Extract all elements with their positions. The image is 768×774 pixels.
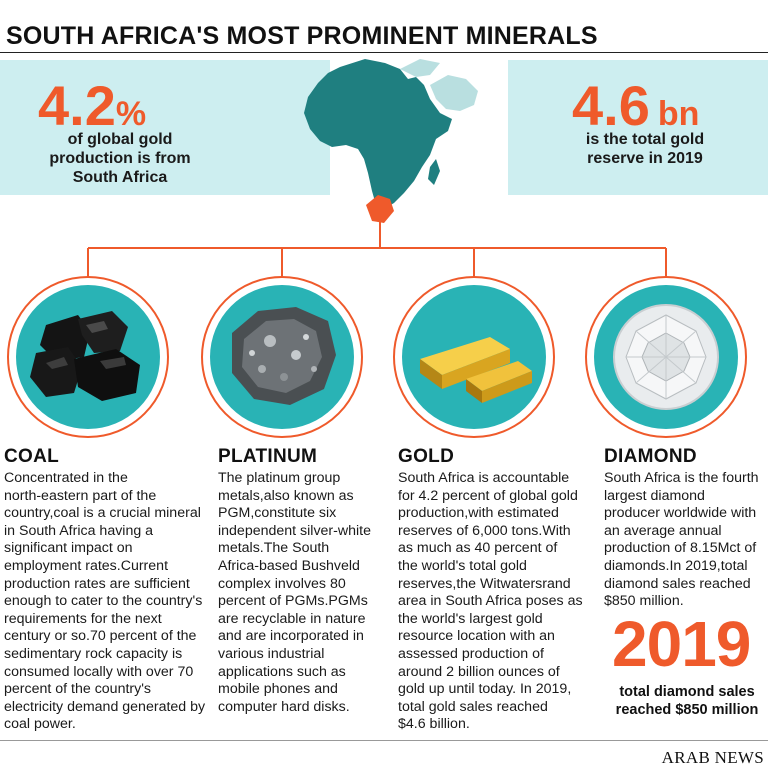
gold-share-number: 4.2	[38, 74, 116, 137]
platinum-icon	[232, 307, 336, 405]
coal-circle	[7, 276, 169, 438]
platinum-section: PLATINUM The platinum group metals,also …	[218, 446, 393, 716]
page-title: SOUTH AFRICA'S MOST PROMINENT MINERALS	[6, 22, 598, 50]
gold-circle	[393, 276, 555, 438]
diamond-icon	[613, 304, 719, 410]
title-divider	[0, 52, 768, 53]
gold-share-unit: %	[115, 95, 147, 133]
diamond-section: DIAMOND South Africa is the fourth large…	[604, 446, 768, 611]
gold-description: South Africa is accountable for 4.2 perc…	[398, 470, 583, 733]
gold-reserve-description: is the total gold reserve in 2019	[560, 130, 730, 168]
gold-share-line-1: of global gold	[67, 131, 173, 148]
stat-band-right	[508, 60, 768, 195]
footer-divider	[0, 740, 768, 741]
gold-reserve-value: 4.6 bn	[572, 78, 699, 134]
brand-logo: ARAB NEWS	[661, 748, 764, 767]
coal-description: Concentrated in the north-eastern part o…	[4, 470, 206, 733]
coal-icon	[30, 311, 140, 401]
gold-share-line-3: South Africa	[72, 169, 168, 186]
platinum-description: The platinum group metals,also known as …	[218, 470, 372, 715]
gold-reserve-number: 4.6	[572, 74, 650, 137]
coal-heading: COAL	[4, 446, 60, 467]
gold-share-description: of global gold production is from South …	[30, 130, 210, 187]
diamond-circle	[585, 276, 747, 438]
gold-section: GOLD South Africa is accountable for 4.2…	[398, 446, 596, 734]
platinum-heading: PLATINUM	[218, 446, 318, 467]
highlight-description: total diamond sales reached $850 million	[606, 683, 768, 719]
highlight-line-2: reached $850 million	[615, 702, 759, 718]
platinum-circle	[201, 276, 363, 438]
stat-band-left	[0, 60, 330, 195]
gold-bars-icon	[420, 337, 532, 403]
gold-heading: GOLD	[398, 446, 455, 467]
coal-section: COAL Concentrated in the north-eastern p…	[4, 446, 214, 734]
gold-share-line-2: production is from	[49, 150, 191, 167]
gold-reserve-line-2: reserve in 2019	[587, 150, 703, 167]
connector-lines	[87, 220, 667, 278]
gold-reserve-line-1: is the total gold	[585, 131, 705, 148]
highlight-year: 2019	[612, 608, 751, 680]
diamond-heading: DIAMOND	[604, 446, 697, 467]
gold-reserve-unit: bn	[657, 95, 700, 133]
highlight-line-1: total diamond sales	[619, 684, 755, 700]
diamond-description: South Africa is the fourth largest diamo…	[604, 470, 759, 610]
gold-share-value: 4.2%	[38, 78, 146, 134]
africa-map-icon	[304, 59, 478, 223]
